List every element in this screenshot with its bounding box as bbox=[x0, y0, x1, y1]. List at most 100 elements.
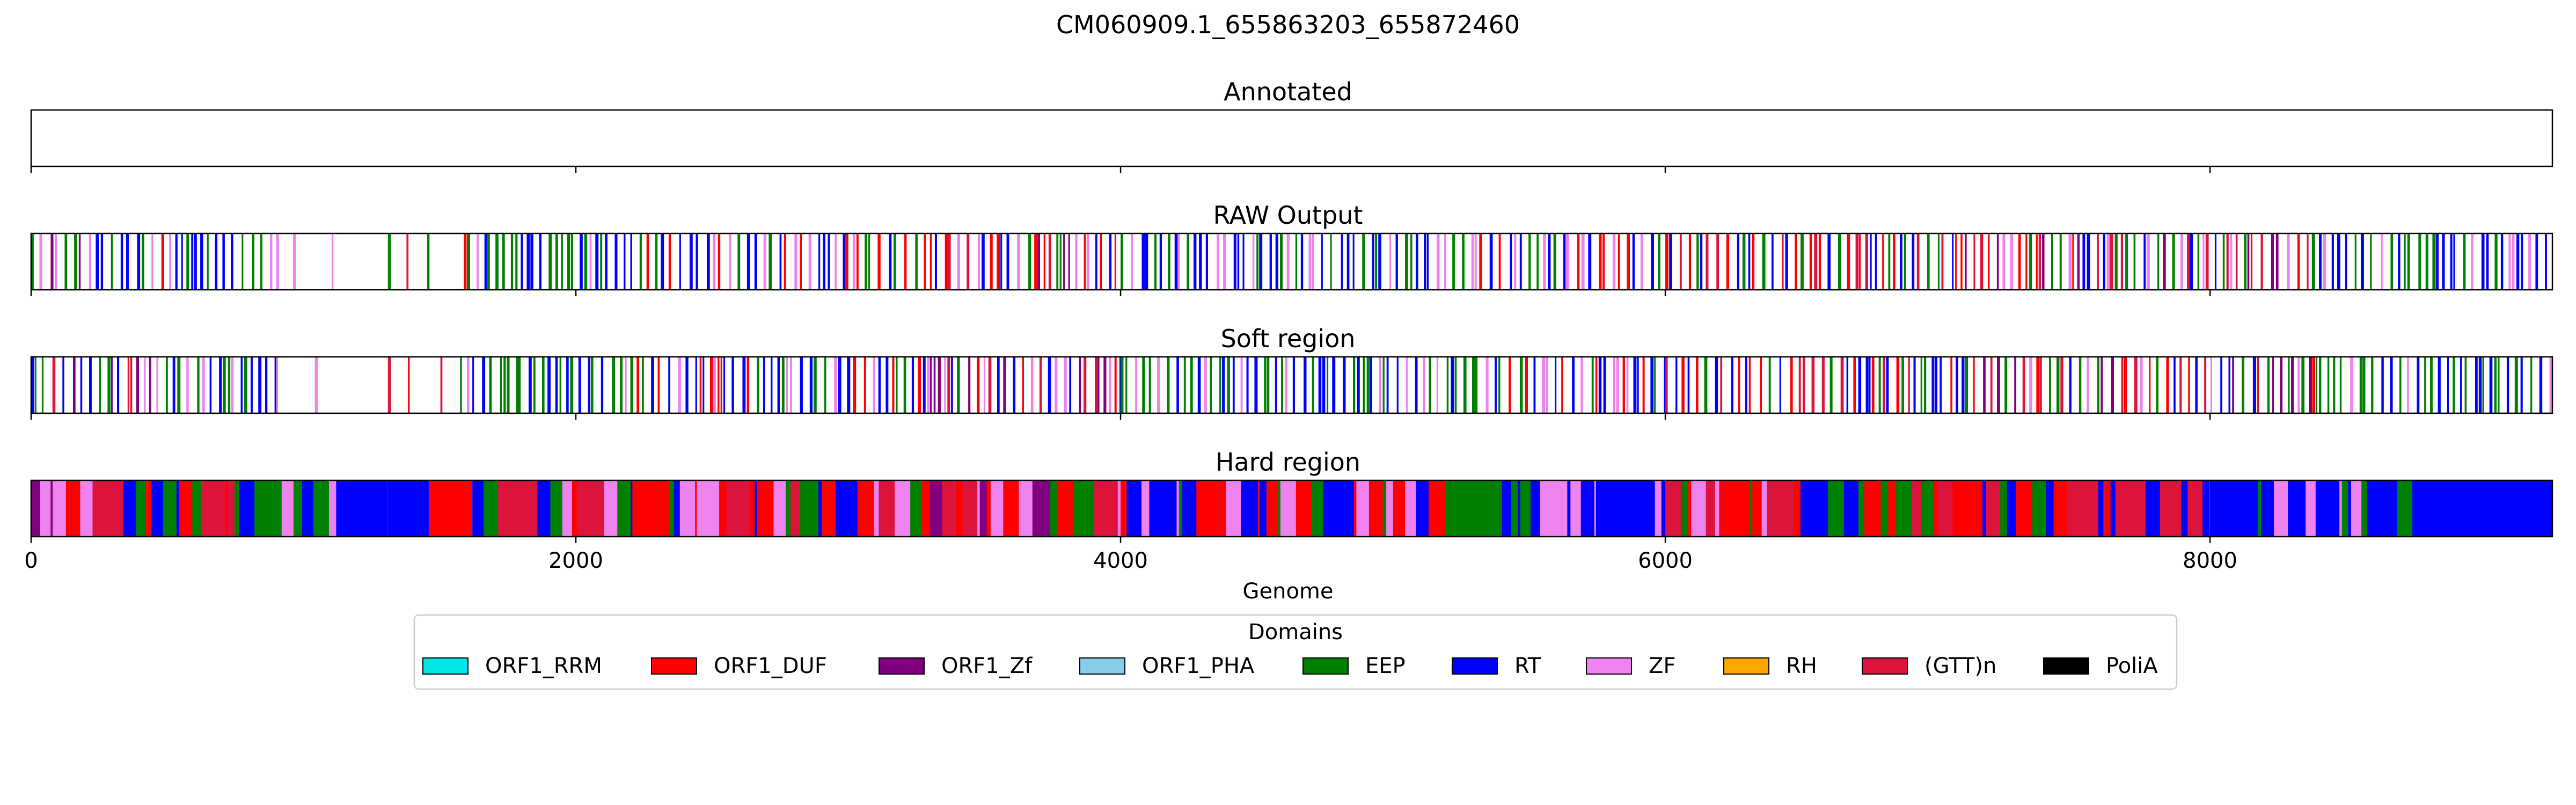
domain-line bbox=[904, 233, 907, 290]
domain-line bbox=[2029, 357, 2032, 413]
domain-segment bbox=[617, 480, 631, 537]
domain-line bbox=[1536, 233, 1539, 290]
domain-line bbox=[990, 233, 993, 290]
domain-line bbox=[685, 357, 689, 413]
domain-line bbox=[794, 233, 797, 290]
domain-line bbox=[1858, 357, 1862, 413]
domain-line bbox=[1292, 357, 1295, 413]
domain-segment bbox=[179, 480, 193, 537]
domain-line bbox=[500, 357, 502, 413]
legend-swatch bbox=[1586, 657, 1632, 675]
domain-line bbox=[1275, 357, 1277, 413]
domain-line bbox=[1357, 357, 1360, 413]
domain-segment bbox=[1626, 480, 1643, 537]
domain-line bbox=[824, 357, 826, 413]
domain-line bbox=[2060, 357, 2063, 413]
domain-segment bbox=[799, 480, 815, 537]
domain-line bbox=[713, 357, 716, 413]
domain-line bbox=[464, 233, 467, 290]
domain-line bbox=[1555, 357, 1557, 413]
domain-segment bbox=[1715, 480, 1719, 537]
domain-segment bbox=[836, 480, 851, 537]
domain-line bbox=[2228, 357, 2230, 413]
domain-line bbox=[55, 233, 57, 290]
domain-segment bbox=[632, 480, 642, 537]
domain-line bbox=[460, 357, 462, 413]
domain-segment bbox=[2361, 480, 2368, 537]
domain-line bbox=[1363, 357, 1365, 413]
domain-line bbox=[1017, 233, 1020, 290]
domain-line bbox=[1375, 233, 1378, 290]
domain-segment bbox=[1511, 480, 1518, 537]
domain-line bbox=[215, 233, 218, 290]
domain-line bbox=[1616, 357, 1619, 413]
domain-line bbox=[835, 233, 837, 290]
domain-segment bbox=[562, 480, 573, 537]
domain-segment bbox=[773, 480, 786, 537]
domain-line bbox=[2514, 357, 2518, 413]
domain-line bbox=[1548, 233, 1551, 290]
domain-segment bbox=[2356, 480, 2362, 537]
legend-swatch bbox=[879, 657, 925, 675]
domain-line bbox=[1762, 233, 1766, 290]
domain-line bbox=[808, 233, 811, 290]
domain-line bbox=[2333, 357, 2336, 413]
domain-line bbox=[222, 233, 225, 290]
domain-segment bbox=[2244, 480, 2251, 537]
domain-line bbox=[1795, 233, 1797, 290]
domain-segment bbox=[1386, 480, 1394, 537]
domain-line bbox=[1654, 357, 1656, 413]
domain-line bbox=[1973, 357, 1975, 413]
domain-line bbox=[2494, 233, 2498, 290]
domain-line bbox=[1135, 357, 1138, 413]
domain-line bbox=[244, 357, 247, 413]
domain-line bbox=[2323, 233, 2326, 290]
domain-line bbox=[1352, 357, 1356, 413]
panel-marks bbox=[31, 233, 2547, 290]
domain-line bbox=[1446, 357, 1449, 413]
domain-line bbox=[1227, 357, 1230, 413]
domain-line bbox=[1618, 233, 1620, 290]
domain-line bbox=[1900, 233, 1902, 290]
domain-line bbox=[1745, 357, 1747, 413]
domain-segment bbox=[2187, 480, 2203, 537]
domain-segment bbox=[1280, 480, 1285, 537]
domain-line bbox=[2508, 233, 2511, 290]
domain-line bbox=[763, 233, 766, 290]
domain-line bbox=[1034, 233, 1037, 290]
domain-line bbox=[1415, 357, 1418, 413]
domain-segment bbox=[1182, 480, 1197, 537]
domain-line bbox=[1543, 233, 1546, 290]
domain-line bbox=[2398, 233, 2401, 290]
domain-line bbox=[1183, 357, 1186, 413]
domain-segment bbox=[1155, 480, 1166, 537]
domain-line bbox=[1396, 357, 1399, 413]
domain-segment bbox=[2046, 480, 2054, 537]
domain-line bbox=[2244, 233, 2246, 290]
domain-line bbox=[938, 357, 941, 413]
domain-segment bbox=[1780, 480, 1794, 537]
domain-line bbox=[1395, 233, 1398, 290]
domain-segment bbox=[1353, 480, 1357, 537]
domain-line bbox=[747, 357, 750, 413]
domain-line bbox=[1346, 233, 1350, 290]
legend-title: Domains bbox=[1248, 620, 1343, 645]
domain-line bbox=[1588, 233, 1592, 290]
domain-line bbox=[1341, 233, 1343, 290]
domain-line bbox=[2257, 357, 2259, 413]
domain-line bbox=[120, 233, 123, 290]
domain-line bbox=[2146, 233, 2150, 290]
domain-segment bbox=[1554, 480, 1568, 537]
domain-segment bbox=[1278, 480, 1281, 537]
domain-segment bbox=[1688, 480, 1692, 537]
domain-line bbox=[1197, 357, 1201, 413]
domain-line bbox=[2172, 233, 2175, 290]
x-tick-label: 8000 bbox=[2183, 548, 2237, 573]
domain-line bbox=[2077, 233, 2080, 290]
domain-line bbox=[1642, 357, 1645, 413]
domain-line bbox=[50, 233, 54, 290]
domain-line bbox=[1811, 357, 1815, 413]
domain-line bbox=[1121, 233, 1123, 290]
domain-line bbox=[1370, 357, 1372, 413]
domain-line bbox=[2463, 233, 2466, 290]
